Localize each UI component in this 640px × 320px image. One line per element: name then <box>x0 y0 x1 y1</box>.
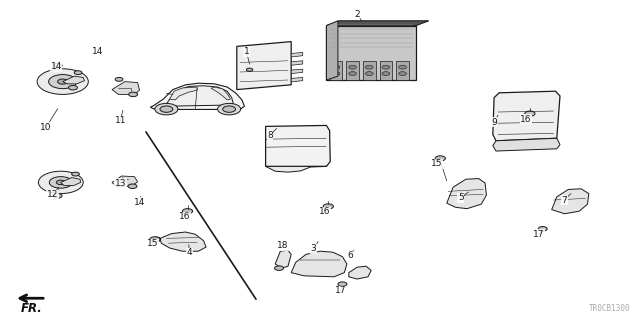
Polygon shape <box>291 61 303 65</box>
Polygon shape <box>326 26 416 80</box>
Polygon shape <box>363 61 376 80</box>
Circle shape <box>53 194 62 198</box>
Circle shape <box>182 209 193 214</box>
Text: TR0CB1300: TR0CB1300 <box>589 304 630 313</box>
Text: 8: 8 <box>268 131 273 140</box>
Text: 15: 15 <box>431 159 442 168</box>
Text: 1: 1 <box>244 47 249 56</box>
Text: 14: 14 <box>134 198 145 207</box>
Circle shape <box>58 79 68 84</box>
Polygon shape <box>266 166 326 172</box>
Circle shape <box>56 180 65 185</box>
Text: 18: 18 <box>277 241 289 250</box>
Text: 14: 14 <box>51 62 62 71</box>
Polygon shape <box>380 61 392 80</box>
Polygon shape <box>63 76 84 84</box>
Circle shape <box>323 204 333 209</box>
Polygon shape <box>160 232 206 251</box>
Polygon shape <box>552 189 589 214</box>
Circle shape <box>115 77 123 81</box>
Polygon shape <box>326 21 338 80</box>
Polygon shape <box>150 83 244 110</box>
Polygon shape <box>349 266 371 279</box>
Text: 13: 13 <box>115 179 126 188</box>
Polygon shape <box>170 87 197 100</box>
Circle shape <box>338 282 347 286</box>
Text: 14: 14 <box>92 47 103 56</box>
Polygon shape <box>291 69 303 74</box>
Text: 15: 15 <box>147 239 158 248</box>
Text: 9: 9 <box>492 118 497 127</box>
Polygon shape <box>61 178 81 186</box>
Text: FR.: FR. <box>21 302 43 316</box>
Circle shape <box>399 65 406 69</box>
Circle shape <box>74 71 82 75</box>
Circle shape <box>332 72 340 76</box>
Text: 12: 12 <box>47 190 58 199</box>
Text: 6: 6 <box>348 252 353 260</box>
Polygon shape <box>447 179 486 209</box>
Text: 17: 17 <box>533 230 545 239</box>
Polygon shape <box>346 61 359 80</box>
Polygon shape <box>291 251 347 277</box>
Text: 10: 10 <box>40 123 52 132</box>
Polygon shape <box>237 42 291 90</box>
Circle shape <box>160 106 173 112</box>
Text: 4: 4 <box>187 248 192 257</box>
Polygon shape <box>326 21 429 26</box>
Polygon shape <box>493 91 560 141</box>
Text: 2: 2 <box>355 10 360 19</box>
Circle shape <box>275 266 284 270</box>
Circle shape <box>53 63 62 68</box>
Circle shape <box>246 68 253 71</box>
Polygon shape <box>275 250 291 268</box>
Circle shape <box>49 75 77 89</box>
Polygon shape <box>493 138 560 151</box>
Circle shape <box>72 172 79 176</box>
Circle shape <box>382 72 390 76</box>
Text: 5: 5 <box>458 193 463 202</box>
Text: 3: 3 <box>311 244 316 253</box>
Circle shape <box>223 106 236 112</box>
Circle shape <box>399 72 406 76</box>
Circle shape <box>129 92 138 97</box>
Circle shape <box>332 65 340 69</box>
Text: 7: 7 <box>562 196 567 204</box>
Text: 11: 11 <box>115 116 126 125</box>
Circle shape <box>128 184 137 188</box>
Circle shape <box>538 227 547 231</box>
Polygon shape <box>112 82 140 94</box>
Text: 16: 16 <box>520 115 532 124</box>
Text: 16: 16 <box>179 212 190 221</box>
Polygon shape <box>291 77 303 82</box>
Circle shape <box>37 69 88 94</box>
Circle shape <box>349 72 356 76</box>
Circle shape <box>152 237 161 242</box>
Polygon shape <box>291 52 303 57</box>
Circle shape <box>365 65 373 69</box>
Circle shape <box>218 103 241 115</box>
Polygon shape <box>211 87 230 100</box>
Polygon shape <box>266 125 330 166</box>
Circle shape <box>435 156 445 161</box>
Polygon shape <box>165 86 234 106</box>
Text: 17: 17 <box>335 286 346 295</box>
Polygon shape <box>112 176 138 186</box>
Circle shape <box>49 177 72 188</box>
Circle shape <box>150 237 160 242</box>
Circle shape <box>38 171 83 194</box>
Circle shape <box>365 72 373 76</box>
Circle shape <box>525 111 535 116</box>
Polygon shape <box>330 61 342 80</box>
Circle shape <box>382 65 390 69</box>
Text: 16: 16 <box>319 207 331 216</box>
Circle shape <box>155 103 178 115</box>
Circle shape <box>68 85 77 90</box>
Polygon shape <box>396 61 409 80</box>
Circle shape <box>349 65 356 69</box>
